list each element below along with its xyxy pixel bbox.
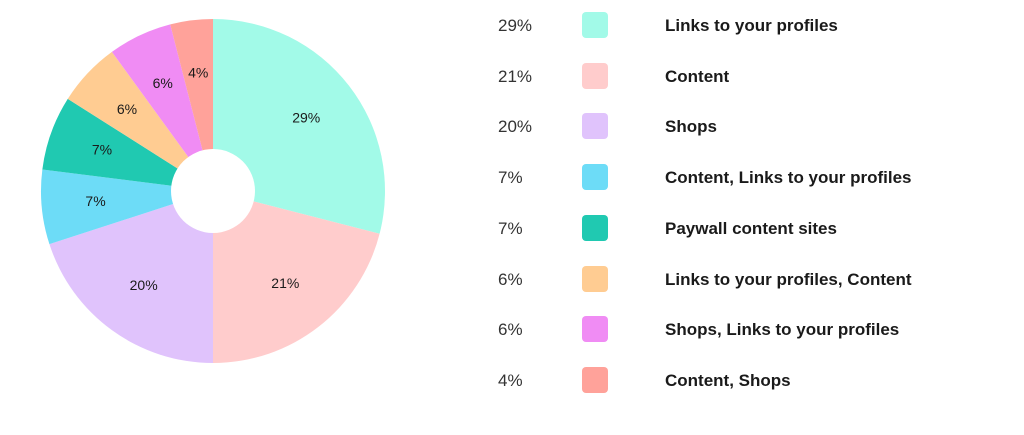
pie-slice-7 [170,19,213,191]
legend: 29% Links to your profiles 21% Content 20% Sh… [470,0,1010,435]
pie-slice-2 [49,191,214,363]
slice-label-0: 29% [292,109,320,125]
legend-label: Shops, Links to your profiles [665,320,900,340]
legend-label: Shops [665,117,717,137]
donut-hole [171,149,255,233]
legend-percent: 4% [498,370,523,390]
legend-percent: 7% [498,218,523,238]
legend-label: Content [665,66,730,86]
legend-swatch [582,316,608,343]
legend-item-6: 6% Shops, Links to your profiles [470,316,1010,346]
pie-slice-3 [41,169,214,245]
pie-slice-4 [42,98,214,191]
slice-label-2: 20% [130,277,158,293]
legend-percent: 6% [498,269,523,289]
legend-label: Links to your profiles [665,16,838,35]
legend-item-7: 4% Content, Shops [470,366,1010,397]
slice-label-7: 4% [188,65,208,81]
legend-swatch [582,113,608,140]
legend-percent: 29% [498,16,533,35]
legend-swatch [582,62,608,89]
legend-swatch [582,366,608,393]
legend-item-4: 7% Paywall content sites [470,214,1010,245]
legend-item-3: 7% Content, Links to your profiles [470,164,1010,194]
legend-swatch [582,164,608,191]
legend-label: Content, Links to your profiles [665,168,912,188]
slice-label-3: 7% [85,193,105,209]
legend-percent: 21% [498,66,533,86]
slice-label-5: 6% [117,101,137,117]
pie-slice-5 [67,51,213,191]
legend-label: Links to your profiles, Content [665,269,912,289]
legend-percent: 20% [498,117,533,137]
pie-slice-1 [213,191,380,363]
legend-item-0: 29% Links to your profiles [470,12,1010,42]
slice-label-4: 7% [92,142,112,158]
slices-group [41,19,386,363]
legend-item-5: 6% Links to your profiles, Content [470,265,1010,296]
legend-swatch [582,265,608,292]
legend-swatch [582,214,608,241]
donut-chart: 29% 21% 20% 7% 7% 6% 6% 4% [41,19,386,363]
legend-item-1: 21% Content [470,62,1010,93]
pie-slice-0 [213,19,386,234]
legend-percent: 7% [498,168,523,188]
legend-percent: 6% [498,320,523,340]
slice-label-1: 21% [271,275,299,291]
legend-label: Content, Shops [665,370,791,390]
slice-label-6: 6% [153,75,173,91]
slice-labels-group: 29% 21% 20% 7% 7% 6% 6% 4% [85,65,320,294]
legend-label: Paywall content sites [665,218,837,238]
pie-slice-6 [111,24,213,191]
legend-swatch [582,12,608,38]
legend-item-2: 20% Shops [470,113,1010,143]
